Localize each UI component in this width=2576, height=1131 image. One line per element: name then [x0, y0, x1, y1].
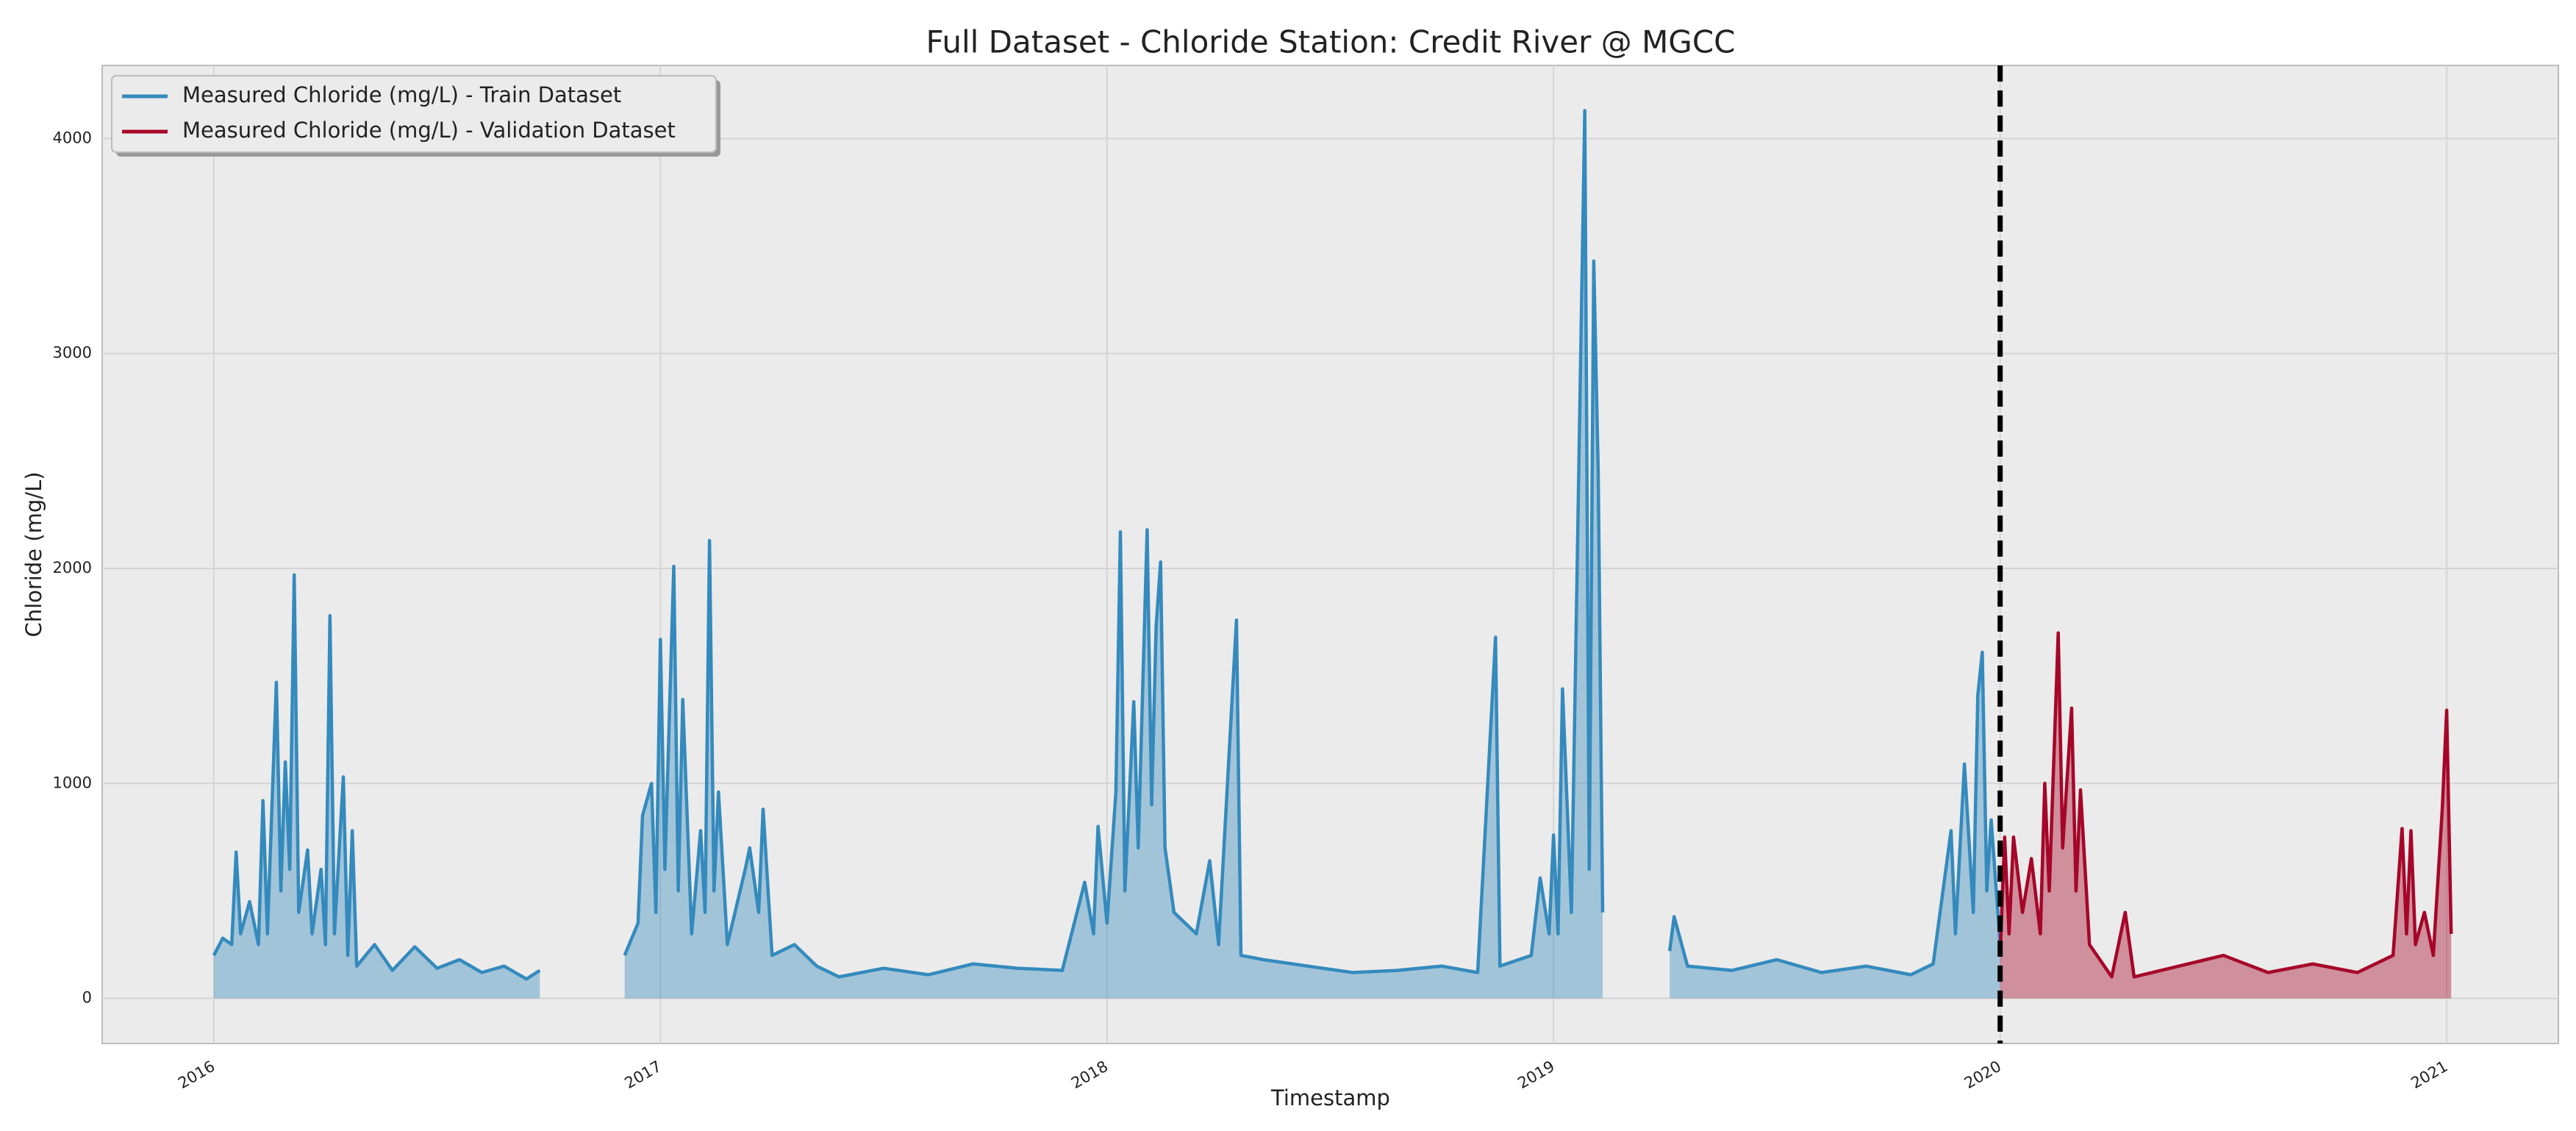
legend-label: Measured Chloride (mg/L) - Train Dataset — [182, 82, 621, 107]
x-tick-label: 2018 — [1068, 1057, 1111, 1093]
legend: Measured Chloride (mg/L) - Train Dataset… — [111, 75, 720, 157]
line — [212, 573, 541, 981]
plot-area — [101, 65, 2559, 1044]
y-axis-label: Chloride (mg/L) — [21, 471, 46, 637]
y-tick-label: 3000 — [53, 344, 92, 362]
x-tick-label: 2020 — [1961, 1057, 2004, 1093]
x-tick-label: 2019 — [1514, 1057, 1557, 1093]
x-tick-label: 2021 — [2408, 1057, 2450, 1093]
area — [624, 110, 1603, 999]
legend-box — [111, 75, 717, 153]
line — [1998, 631, 2453, 979]
area — [1670, 652, 2000, 999]
y-tick-label: 1000 — [53, 774, 92, 791]
line — [623, 109, 1605, 979]
legend-label: Measured Chloride (mg/L) - Validation Da… — [182, 118, 676, 143]
x-tick-label: 2016 — [175, 1057, 218, 1093]
area — [2000, 632, 2452, 999]
marks — [212, 65, 2453, 1043]
y-tick-label: 2000 — [53, 559, 92, 577]
x-tick-label: 2017 — [622, 1057, 665, 1093]
y-tick-label: 0 — [82, 989, 92, 1007]
line — [1667, 650, 2002, 977]
x-axis-label: Timestamp — [1270, 1085, 1390, 1110]
y-tick-label: 4000 — [53, 129, 92, 146]
chart-title: Full Dataset - Chloride Station: Credit … — [926, 24, 1735, 60]
